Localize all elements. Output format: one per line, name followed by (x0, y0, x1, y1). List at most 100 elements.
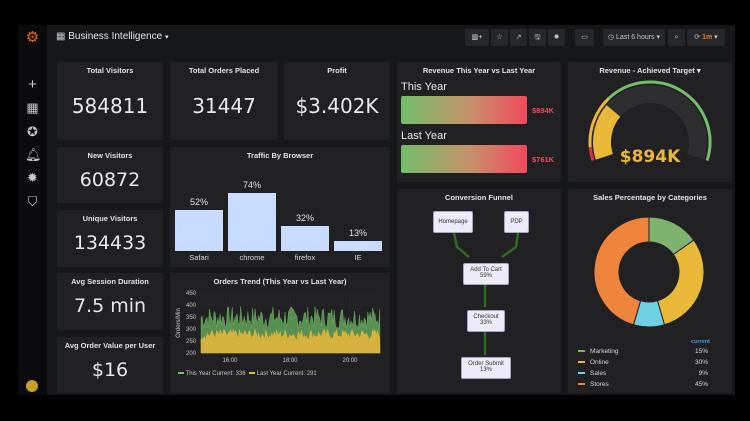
stat-value: 7.5 min (73, 295, 147, 317)
last-year-bar (401, 145, 527, 173)
bar-Safari[interactable] (175, 210, 223, 251)
legend-current: Current: 291 (283, 371, 317, 377)
x-tick-label: 16:00 (222, 358, 238, 364)
gauge-value: $894K (619, 147, 681, 167)
legend-item-stores[interactable]: Stores 45% (578, 381, 708, 388)
y-tick-label: 200 (186, 351, 197, 357)
panel-total-orders[interactable]: Total Orders Placed 31447 (170, 62, 278, 140)
zoom-out-button[interactable]: ⌕ (668, 29, 685, 46)
x-tick-label: 18:00 (282, 358, 298, 364)
stat-value: 584811 (71, 94, 149, 118)
tv-mode-button[interactable]: ▭ (575, 29, 594, 46)
share-button[interactable]: ↗ (510, 29, 527, 46)
node-label: Order Submit (468, 361, 504, 367)
panel-title: New Visitors (87, 151, 133, 160)
legend-item-sales[interactable]: Sales 9% (578, 370, 708, 377)
shield-icon[interactable]: ⛉ (27, 194, 38, 209)
star-button[interactable]: ☆ (491, 29, 508, 46)
legend-label: Marketing (590, 348, 619, 355)
funnel-node-add-to-cart[interactable]: Add To Cart 59% (463, 263, 509, 285)
panel-avg-order[interactable]: Avg Order Value per User $16 (57, 337, 163, 393)
panel-title: Avg Order Value per User (64, 341, 156, 350)
node-pct: 13% (479, 367, 492, 373)
legend-last-year[interactable]: Last Year Current: 291 (248, 371, 317, 377)
panel-unique-visitors[interactable]: Unique Visitors 134433 (57, 210, 163, 267)
legend-current: Current: 336 (212, 371, 246, 377)
dashboards-icon[interactable]: ▦ (26, 100, 39, 115)
panel-revenue-gauge[interactable]: Revenue - Achieved Target ▾ $894K (568, 62, 732, 182)
node-pct: 59% (479, 273, 492, 279)
bar-value-label: 32% (295, 213, 314, 224)
panel-total-visitors[interactable]: Total Visitors 584811 (57, 62, 163, 140)
save-button[interactable]: 🖫︎ (529, 29, 546, 46)
funnel-links (452, 232, 520, 355)
y-tick-label: 250 (186, 339, 197, 345)
panel-title: Orders Trend (This Year vs Last Year) (213, 277, 347, 286)
donut-chart (593, 216, 705, 328)
panel-revenue-comparison[interactable]: Revenue This Year vs Last Year This Year… (397, 62, 561, 182)
x-tick-label: 20:00 (342, 358, 358, 364)
panel-orders-trend[interactable]: Orders Trend (This Year vs Last Year) 45… (170, 273, 390, 393)
bar-firefox[interactable] (281, 226, 329, 251)
gear-icon[interactable]: ✹ (27, 170, 38, 185)
bar-category-label: IE (354, 253, 362, 262)
legend-value: 9% (698, 370, 708, 377)
panel-title: Total Visitors (86, 66, 134, 75)
panel-avg-session[interactable]: Avg Session Duration 7.5 min (57, 273, 163, 330)
add-panel-button[interactable]: ▥+ (465, 29, 489, 46)
panel-title: Avg Session Duration (71, 277, 149, 286)
bar-category-label: Safari (189, 253, 209, 262)
stat-value: $16 (91, 359, 129, 381)
legend-value: 15% (694, 348, 708, 355)
funnel-node-order-submit[interactable]: Order Submit 13% (461, 357, 511, 379)
panel-title: Total Orders Placed (188, 66, 260, 75)
slice-online (656, 239, 705, 326)
panel-profit[interactable]: Profit $3.402K (284, 62, 390, 140)
dashboard-picker[interactable]: ▦ Business Intelligence ▾ (56, 30, 168, 45)
panel-conversion-funnel[interactable]: Conversion Funnel Homepage PDP Add To Ca… (397, 189, 561, 393)
row-label: Last Year (401, 130, 447, 142)
stat-value: 31447 (192, 94, 256, 118)
grafana-logo-icon[interactable]: ⚙ (25, 29, 40, 46)
threshold-mid (588, 97, 610, 148)
panel-title: Traffic By Browser (246, 151, 314, 160)
panel-sales-percentage[interactable]: Sales Percentage by Categories current M… (568, 189, 732, 393)
bell-icon[interactable]: 🔔︎ (25, 147, 42, 162)
explore-icon[interactable]: ✪ (27, 124, 38, 139)
legend-item-marketing[interactable]: Marketing 15% (578, 348, 708, 355)
plus-icon[interactable]: + (28, 76, 37, 93)
y-tick-label: 300 (186, 327, 197, 333)
legend-header[interactable]: current (691, 339, 710, 345)
refresh-picker[interactable]: ⟳ 1m ▾ (687, 29, 725, 46)
funnel-node-homepage[interactable]: Homepage (433, 211, 473, 233)
bar-IE[interactable] (334, 240, 382, 251)
legend-this-year[interactable]: This Year Current: 336 (178, 371, 246, 377)
settings-button[interactable]: ✹ (548, 29, 565, 46)
legend-item-online[interactable]: Online 30% (578, 359, 708, 366)
panel-title[interactable]: Revenue - Achieved Target ▾ (599, 66, 701, 75)
bar-chrome[interactable] (228, 193, 276, 251)
node-pct: 33% (479, 320, 492, 326)
node-label: Checkout (473, 314, 499, 320)
refresh-interval: 1m (702, 34, 713, 41)
funnel-node-pdp[interactable]: PDP (504, 211, 529, 233)
threshold-low (588, 147, 595, 162)
stat-value: $3.402K (295, 94, 379, 118)
legend-value: 45% (694, 381, 708, 388)
bar-category-label: chrome (239, 253, 265, 262)
dashboard-title: Business Intelligence (68, 31, 163, 42)
panel-new-visitors[interactable]: New Visitors 60872 (57, 147, 163, 203)
legend: This Year Current: 336 Last Year Current… (178, 371, 317, 377)
panel-title: Profit (327, 66, 347, 75)
bar-category-label: firefox (294, 253, 316, 262)
panel-traffic-by-browser[interactable]: Traffic By Browser 52% Safari 74% chrome 32% f… (170, 147, 390, 267)
legend-swatch (578, 361, 585, 364)
stat-value: 134433 (73, 232, 147, 254)
time-picker[interactable]: ◷ Last 6 hours ▾ (603, 29, 665, 46)
panel-title: Sales Percentage by Categories (593, 193, 707, 202)
funnel-node-checkout[interactable]: Checkout 33% (467, 310, 505, 332)
gauge-chart (588, 80, 712, 162)
y-axis-label: Orders/Min (176, 308, 182, 338)
grid-icon: ▦ (56, 31, 66, 42)
avatar[interactable] (26, 380, 38, 392)
